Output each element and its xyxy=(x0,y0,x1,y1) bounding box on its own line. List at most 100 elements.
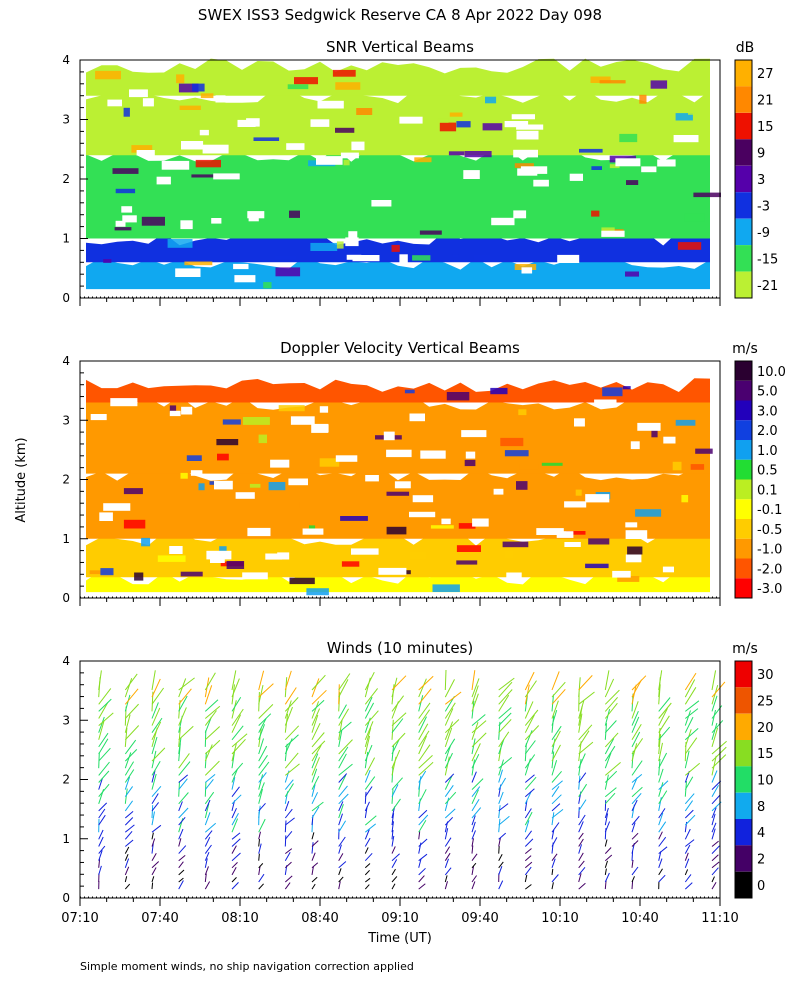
wind-barb xyxy=(151,867,157,876)
doppler-gap xyxy=(290,416,315,425)
doppler-cell xyxy=(134,572,144,581)
snr-cell xyxy=(263,282,272,289)
wind-barb xyxy=(364,769,371,783)
wind-barb xyxy=(471,807,482,819)
wind-barb xyxy=(204,836,211,847)
wind-barb xyxy=(658,868,663,876)
wind-barb xyxy=(471,853,478,861)
doppler-colorbar-swatch xyxy=(735,538,752,559)
wind-barb xyxy=(684,828,691,840)
wind-barb xyxy=(258,782,265,797)
wind-barb xyxy=(444,852,451,861)
wind-barb xyxy=(604,872,610,883)
wind-barb xyxy=(604,702,618,719)
wind-barb xyxy=(524,774,535,783)
wind-barb xyxy=(498,803,509,812)
wind-barb xyxy=(178,778,188,790)
doppler-gap xyxy=(662,566,674,573)
wind-barb xyxy=(284,875,293,883)
wind-barb xyxy=(524,848,532,854)
snr-gap xyxy=(129,89,148,98)
wind-barb xyxy=(418,853,428,862)
wind-barb xyxy=(284,852,291,861)
wind-barb xyxy=(498,832,507,840)
wind-barb xyxy=(471,865,475,875)
doppler-gap xyxy=(235,492,255,499)
doppler-gap xyxy=(247,527,271,537)
wind-barb xyxy=(338,746,349,762)
wind-barb xyxy=(338,804,344,819)
snr-cell xyxy=(356,108,373,115)
wind-barb xyxy=(124,830,133,840)
doppler-cell xyxy=(180,472,188,479)
wind-barb xyxy=(418,819,427,833)
snr-cell xyxy=(601,227,615,234)
wind-barb xyxy=(711,754,727,769)
doppler-cell xyxy=(575,489,582,496)
doppler-colorbar-label: -0.1 xyxy=(757,503,782,518)
wind-barb xyxy=(658,874,666,883)
wind-barb xyxy=(338,721,352,734)
wind-barb xyxy=(231,877,237,883)
snr-cell xyxy=(688,108,695,115)
wind-barb xyxy=(578,832,584,840)
wind-barb xyxy=(578,821,584,833)
wind-barb xyxy=(258,724,265,740)
wind-barb xyxy=(631,760,643,776)
wind-barb xyxy=(231,733,248,748)
wind-barb xyxy=(604,860,608,868)
wind-barb xyxy=(418,755,433,769)
wind-barb xyxy=(204,873,207,883)
wind-barb xyxy=(471,830,476,840)
wind-barb xyxy=(418,858,422,868)
wind-barb xyxy=(578,772,587,783)
doppler-gap xyxy=(90,414,107,421)
doppler-colorbar-label: 5.0 xyxy=(757,385,778,400)
snr-gap xyxy=(234,275,256,283)
wind-barb xyxy=(604,720,617,734)
wind-barb xyxy=(391,853,400,862)
doppler-gap xyxy=(637,422,661,431)
doppler-gap xyxy=(383,431,395,441)
wind-barb xyxy=(231,862,238,869)
wind-barb xyxy=(284,817,295,826)
wind-barb xyxy=(391,719,394,740)
snr-gap xyxy=(351,141,365,151)
wind-barb xyxy=(124,817,134,826)
doppler-cell xyxy=(456,545,481,552)
wind-barb xyxy=(418,716,427,733)
winds-colorbar-label: 30 xyxy=(757,668,774,683)
y-axis-label: Altitude (km) xyxy=(14,437,29,522)
wind-barb xyxy=(418,770,427,783)
wind-barb xyxy=(311,806,320,819)
snr-cell xyxy=(439,122,457,132)
wind-barb xyxy=(658,831,663,840)
wind-barb xyxy=(258,883,264,890)
wind-barb xyxy=(444,679,455,698)
wind-barb xyxy=(444,858,449,868)
wind-barb xyxy=(658,790,668,805)
wind-barb xyxy=(711,822,717,833)
wind-barb xyxy=(204,858,208,868)
wind-barb xyxy=(311,699,325,712)
wind-barb xyxy=(364,727,372,748)
wind-barb xyxy=(631,774,643,783)
wind-barb xyxy=(338,801,344,812)
doppler-colorbar-swatch xyxy=(735,400,752,421)
wind-barb xyxy=(311,689,327,705)
wind-barb xyxy=(578,852,584,861)
doppler-cell xyxy=(409,551,427,560)
snr-cell xyxy=(115,188,136,194)
snr-colorbar-label: 15 xyxy=(757,120,774,135)
wind-barb xyxy=(231,708,244,726)
doppler-ytick-label: 4 xyxy=(62,354,70,368)
snr-cell xyxy=(452,254,459,258)
doppler-cell xyxy=(216,439,239,446)
wind-barb xyxy=(338,861,347,869)
wind-barb xyxy=(364,710,379,726)
wind-barb xyxy=(578,691,595,705)
winds-ytick-label: 4 xyxy=(62,654,70,668)
snr-cell xyxy=(456,121,471,128)
wind-barb xyxy=(391,859,398,869)
wind-barb xyxy=(658,851,662,861)
